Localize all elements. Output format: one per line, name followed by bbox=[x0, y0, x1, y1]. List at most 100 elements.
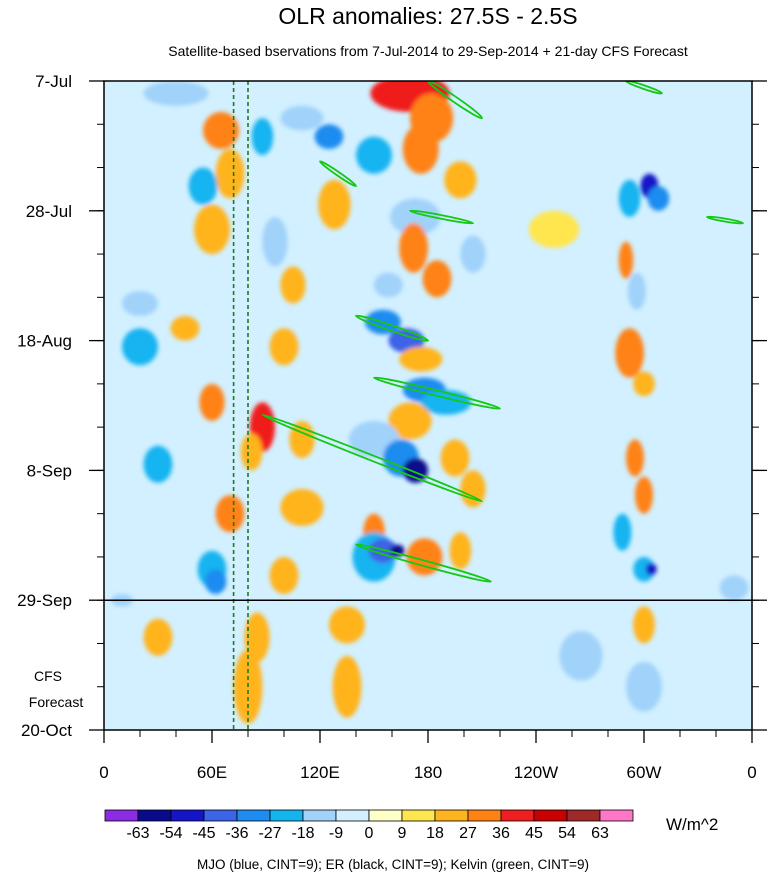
colorbar: -63 -54 -45 -36 -27 -18 -9 0 9 18 27 36 45 54 63 bbox=[104, 809, 634, 842]
forecast-label-line1: CFS bbox=[34, 668, 62, 684]
anomaly-blob-6 bbox=[188, 167, 218, 205]
anomaly-blob-59 bbox=[449, 532, 472, 570]
anomaly-blob-58 bbox=[406, 538, 443, 576]
x-axis: 0 60E 120E 180 120W 60W 0 bbox=[99, 730, 757, 782]
colorbar-swatch-6 bbox=[302, 809, 337, 822]
colorbar-label: 45 bbox=[525, 825, 543, 842]
anomaly-blob-38 bbox=[388, 402, 432, 440]
x-tick-label: 0 bbox=[99, 763, 108, 782]
colorbar-label: -45 bbox=[192, 825, 215, 842]
anomaly-blob-35 bbox=[633, 371, 655, 397]
anomaly-blob-18 bbox=[528, 210, 580, 248]
anomaly-blob-68 bbox=[329, 606, 365, 644]
anomaly-blob-17 bbox=[460, 235, 486, 273]
colorbar-label: -54 bbox=[159, 825, 182, 842]
anomaly-blob-42 bbox=[289, 420, 315, 459]
x-tick-label: 120E bbox=[300, 763, 340, 782]
y-axis: 7-Jul 28-Jul 18-Aug 8-Sep 29-Sep 20-Oct bbox=[17, 72, 767, 740]
forecast-label-line2: Forecast bbox=[29, 694, 84, 710]
anomaly-blob-9 bbox=[356, 136, 392, 174]
anomaly-blob-75 bbox=[626, 662, 662, 712]
anomaly-blob-65 bbox=[719, 575, 749, 601]
kelvin-contour-2 bbox=[409, 209, 474, 225]
reference-lines bbox=[232, 81, 249, 730]
anomaly-fields bbox=[111, 81, 749, 730]
colorbar-label: -36 bbox=[225, 825, 248, 842]
anomaly-blob-51 bbox=[613, 513, 632, 551]
y-tick-label: 29-Sep bbox=[17, 591, 72, 610]
colorbar-swatch-4 bbox=[236, 809, 271, 822]
anomaly-blob-26 bbox=[374, 272, 403, 298]
anomaly-blob-33 bbox=[269, 328, 299, 366]
anomaly-blob-73 bbox=[559, 631, 603, 681]
x-tick-label: 120W bbox=[514, 763, 558, 782]
colorbar-swatch-10 bbox=[434, 809, 469, 822]
colorbar-label: 0 bbox=[365, 825, 374, 842]
anomaly-blob-0 bbox=[143, 81, 209, 106]
colorbar-label: 36 bbox=[492, 825, 510, 842]
x-tick-label: 180 bbox=[414, 763, 442, 782]
anomaly-blob-25 bbox=[280, 266, 306, 304]
colorbar-label: 27 bbox=[459, 825, 477, 842]
anomaly-blob-62 bbox=[269, 556, 299, 595]
x-tick-label: 60E bbox=[197, 763, 227, 782]
x-tick-label: 0 bbox=[747, 763, 756, 782]
y-tick-label: 28-Jul bbox=[26, 202, 72, 221]
anomaly-blob-41 bbox=[240, 433, 263, 471]
colorbar-swatch-11 bbox=[467, 809, 502, 822]
kelvin-contour-3 bbox=[355, 314, 429, 342]
kelvin-contours bbox=[261, 81, 744, 583]
colorbar-swatch-12 bbox=[500, 809, 535, 822]
chart-title: OLR anomalies: 27.5S - 2.5S bbox=[278, 3, 577, 29]
anomaly-blob-21 bbox=[647, 186, 670, 211]
plot-area bbox=[104, 81, 752, 730]
anomaly-blob-48 bbox=[460, 470, 486, 508]
anomaly-blob-27 bbox=[422, 260, 452, 298]
x-tick-label: 60W bbox=[627, 763, 662, 782]
anomaly-blob-45 bbox=[402, 458, 428, 483]
anomaly-blob-4 bbox=[280, 105, 324, 131]
colorbar-label: -9 bbox=[329, 825, 343, 842]
anomaly-blob-31 bbox=[122, 328, 158, 366]
colorbar-swatch-14 bbox=[566, 809, 601, 822]
colorbar-label: 63 bbox=[591, 825, 609, 842]
anomaly-blob-53 bbox=[280, 488, 324, 527]
anomaly-blob-30 bbox=[399, 346, 443, 372]
kelvin-contour-0 bbox=[427, 81, 483, 120]
anomaly-blob-69 bbox=[143, 618, 173, 656]
kelvin-contour-4 bbox=[373, 376, 501, 410]
anomaly-blob-11 bbox=[444, 161, 477, 199]
anomaly-blob-14 bbox=[194, 204, 230, 255]
anomaly-blob-76 bbox=[438, 711, 490, 730]
colorbar-label: -27 bbox=[258, 825, 281, 842]
anomaly-blob-50 bbox=[635, 476, 653, 514]
anomaly-blob-23 bbox=[627, 272, 646, 310]
anomaly-blob-74 bbox=[633, 606, 655, 644]
anomaly-blob-2 bbox=[215, 148, 245, 199]
colorbar-swatch-13 bbox=[533, 809, 568, 822]
colorbar-swatch-9 bbox=[401, 809, 436, 822]
anomaly-blob-67 bbox=[244, 612, 270, 663]
colorbar-swatch-0 bbox=[104, 809, 139, 822]
colorbar-label: -18 bbox=[291, 825, 314, 842]
kelvin-contour-1 bbox=[319, 160, 357, 188]
anomaly-blob-12 bbox=[318, 179, 351, 230]
y-tick-label: 20-Oct bbox=[21, 721, 72, 740]
anomaly-blob-13 bbox=[390, 198, 441, 236]
anomaly-blob-24 bbox=[122, 291, 158, 316]
anomaly-blob-71 bbox=[332, 655, 362, 718]
anomaly-blob-10 bbox=[402, 124, 439, 174]
kelvin-contour-7 bbox=[625, 81, 663, 95]
colorbar-swatch-3 bbox=[203, 809, 238, 822]
anomaly-blob-32 bbox=[170, 315, 200, 341]
anomaly-blob-15 bbox=[262, 216, 288, 267]
anomaly-blob-22 bbox=[618, 241, 634, 279]
anomaly-blob-19 bbox=[618, 179, 641, 217]
kelvin-contour-5 bbox=[261, 413, 483, 503]
anomaly-blob-49 bbox=[626, 439, 644, 477]
anomaly-blob-34 bbox=[615, 328, 644, 378]
y-tick-label: 8-Sep bbox=[27, 461, 72, 480]
anomaly-blob-5 bbox=[314, 124, 344, 149]
colorbar-label: -63 bbox=[126, 825, 149, 842]
